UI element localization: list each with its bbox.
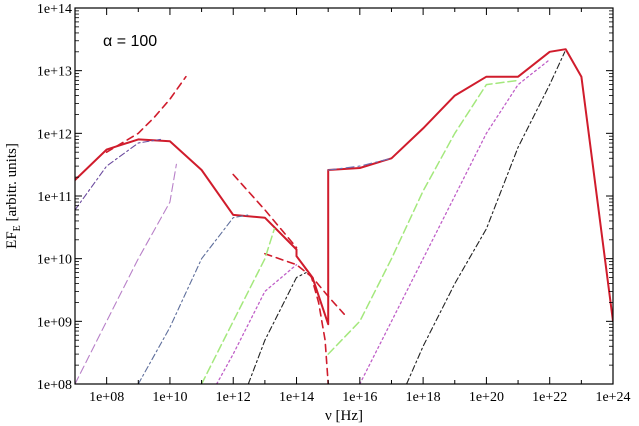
- x-tick-label: 1e+08: [89, 390, 124, 405]
- x-tick-label: 1e+18: [406, 390, 441, 405]
- series-line-12: [327, 157, 393, 171]
- x-tick-label: 1e+14: [279, 390, 314, 405]
- y-tick-label: 1e+08: [37, 378, 72, 393]
- x-tick-label: 1e+22: [532, 390, 567, 405]
- series-line-11: [247, 272, 307, 384]
- series-line-13: [327, 79, 519, 355]
- series-layer: [75, 48, 613, 384]
- x-tick-label: 1e+20: [469, 390, 504, 405]
- x-tick-label: 1e+10: [152, 390, 187, 405]
- y-axis-title-sub: E: [12, 225, 23, 231]
- series-line-14: [359, 58, 551, 384]
- series-line-7: [75, 163, 177, 384]
- series-line-6: [75, 138, 161, 211]
- y-axis-title-rest: [arbitr. units]: [4, 143, 20, 225]
- series-line-8: [137, 214, 249, 384]
- x-tick-label: 1e+12: [216, 390, 251, 405]
- series-line-10: [216, 264, 298, 384]
- series-line-2: [105, 75, 187, 153]
- series-line-5: [302, 263, 329, 384]
- y-tick-label: 1e+10: [37, 253, 72, 268]
- x-axis-title: ν [Hz]: [325, 408, 363, 424]
- x-tick-label: 1e+16: [342, 390, 377, 405]
- y-axis-title: EFE [arbitr. units]: [4, 143, 23, 249]
- y-tick-label: 1e+14: [37, 2, 72, 17]
- chart-annotation: α = 100: [103, 33, 157, 50]
- y-tick-label: 1e+11: [37, 190, 72, 205]
- y-tick-label: 1e+12: [37, 127, 72, 142]
- series-line-4: [264, 252, 345, 315]
- series-line-1: [75, 48, 613, 326]
- x-tick-label: 1e+24: [595, 390, 630, 405]
- series-line-9: [200, 228, 276, 384]
- y-axis-title-main: EF: [4, 231, 20, 249]
- series-line-3: [232, 173, 298, 249]
- y-tick-label: 1e+13: [37, 65, 72, 80]
- series-line-15: [406, 51, 566, 384]
- tick-layer: 1e+08 1e+10 1e+12 1e+14 1e+16 1e+18 1e+20 1e+22…: [37, 2, 631, 405]
- y-tick-label: 1e+09: [37, 315, 72, 330]
